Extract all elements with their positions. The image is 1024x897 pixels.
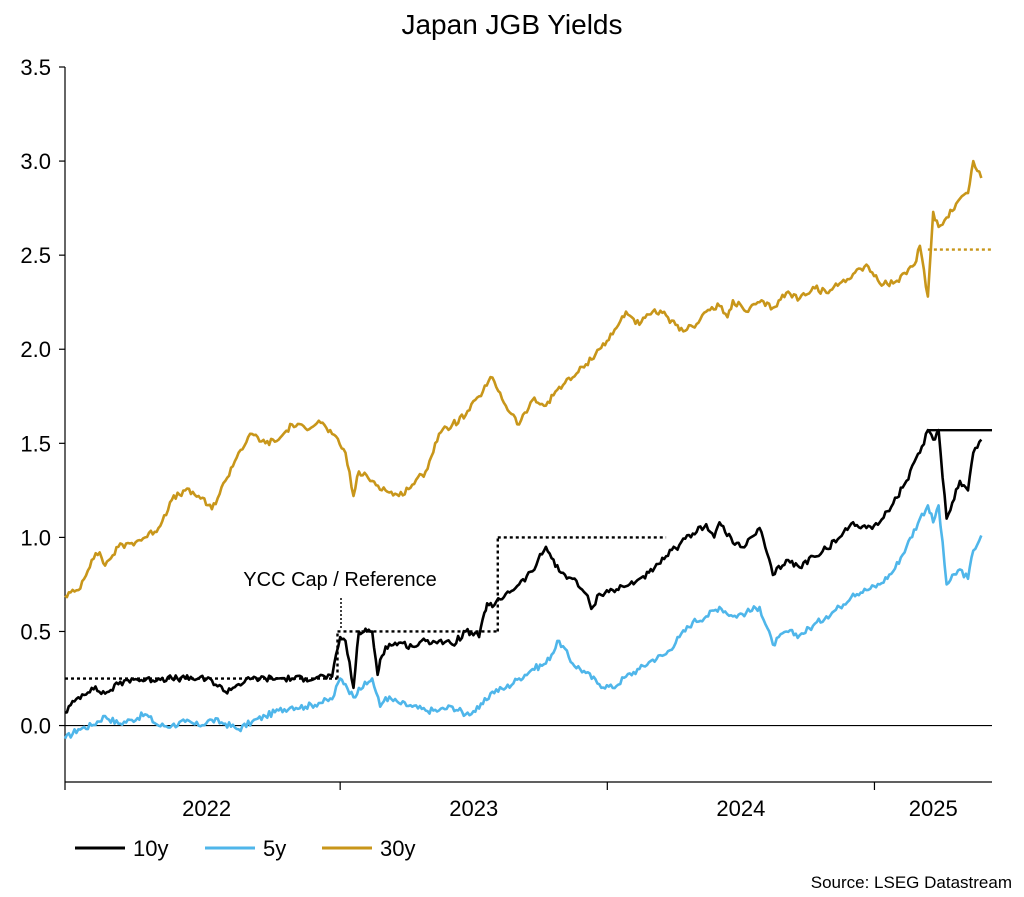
x-tick-label: 2024 bbox=[716, 796, 765, 821]
legend-label: 5y bbox=[263, 836, 286, 861]
legend: 10y 5y 30y bbox=[75, 836, 415, 861]
y-tick-label: 2.0 bbox=[20, 337, 51, 362]
reference-lines bbox=[65, 248, 992, 680]
x-tick-label: 2023 bbox=[449, 796, 498, 821]
x-tick-label: 2025 bbox=[909, 796, 958, 821]
series-10y-line bbox=[65, 428, 983, 714]
source-note: Source: LSEG Datastream bbox=[811, 873, 1012, 892]
y-tick-label: 0.5 bbox=[20, 619, 51, 644]
chart-title: Japan JGB Yields bbox=[401, 9, 622, 40]
x-tick-label: 2022 bbox=[182, 796, 231, 821]
y-tick-label: 0.0 bbox=[20, 714, 51, 739]
series-lines bbox=[63, 159, 983, 740]
series-30y-line bbox=[64, 159, 983, 599]
axes: 3.5 3.0 2.5 2.0 1.5 1.0 0.5 0.0 2022 2023 2024 2025 bbox=[20, 55, 992, 821]
ycc-annotation: YCC Cap / Reference bbox=[243, 569, 436, 591]
y-tick-label: 2.5 bbox=[20, 243, 51, 268]
series-5y-line bbox=[63, 504, 983, 740]
y-tick-label: 3.5 bbox=[20, 55, 51, 80]
y-tick-label: 1.5 bbox=[20, 431, 51, 456]
y-tick-label: 3.0 bbox=[20, 149, 51, 174]
y-tick-label: 1.0 bbox=[20, 525, 51, 550]
legend-label: 10y bbox=[133, 836, 168, 861]
legend-label: 30y bbox=[380, 836, 415, 861]
